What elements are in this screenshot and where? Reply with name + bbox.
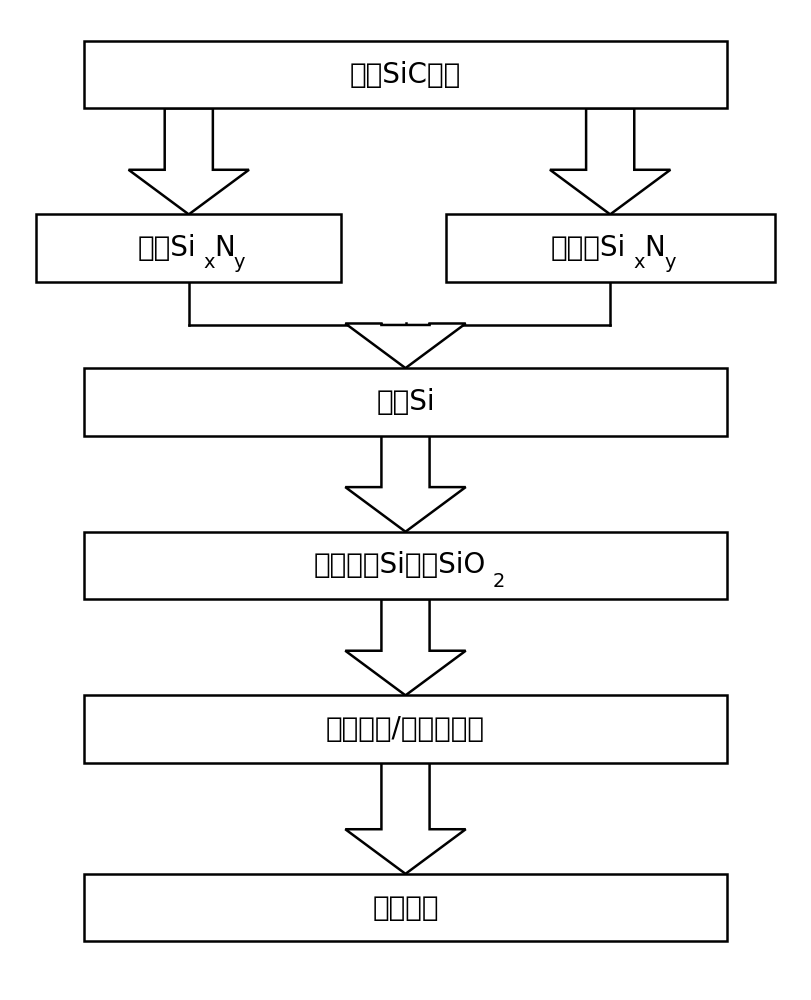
Text: 不沉积Si: 不沉积Si (551, 234, 626, 262)
Text: 沉积Si: 沉积Si (138, 234, 196, 262)
Text: 低温氧化Si形成SiO: 低温氧化Si形成SiO (313, 551, 486, 579)
Text: y: y (664, 253, 676, 272)
FancyBboxPatch shape (84, 695, 727, 763)
Polygon shape (345, 763, 466, 874)
FancyBboxPatch shape (36, 214, 341, 282)
Text: x: x (634, 253, 646, 272)
Polygon shape (345, 323, 466, 368)
Text: N: N (214, 234, 235, 262)
Text: y: y (234, 253, 246, 272)
FancyBboxPatch shape (84, 532, 727, 599)
Text: 沉积Si: 沉积Si (376, 388, 435, 416)
Text: x: x (204, 253, 215, 272)
Text: 氧化氮和/或氢气退火: 氧化氮和/或氢气退火 (326, 715, 485, 743)
Text: 2: 2 (493, 572, 505, 591)
FancyBboxPatch shape (84, 41, 727, 108)
Polygon shape (129, 108, 249, 214)
FancyBboxPatch shape (84, 874, 727, 941)
Polygon shape (345, 436, 466, 532)
Polygon shape (345, 599, 466, 695)
Text: N: N (645, 234, 665, 262)
Text: 蒸镀电极: 蒸镀电极 (372, 894, 439, 922)
FancyBboxPatch shape (84, 368, 727, 436)
FancyBboxPatch shape (445, 214, 775, 282)
Polygon shape (550, 108, 671, 214)
Text: 清洗SiC衬底: 清洗SiC衬底 (350, 61, 461, 89)
